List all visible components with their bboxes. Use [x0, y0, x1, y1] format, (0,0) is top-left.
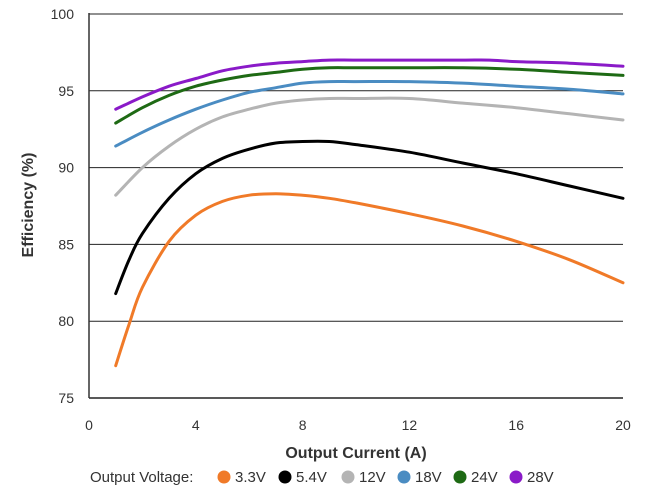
legend-marker	[509, 470, 523, 484]
y-tick-label: 80	[58, 313, 74, 329]
series-line-12v	[114, 96, 625, 197]
legend-label: 18V	[415, 469, 442, 486]
x-tick-labels: 0 4 8 12 16 20	[85, 417, 631, 433]
legend-label: 3.3V	[235, 469, 266, 486]
x-axis-title: Output Current (A)	[285, 445, 426, 462]
x-tick-label: 4	[192, 417, 200, 433]
legend-marker	[453, 470, 467, 484]
x-tick-label: 12	[402, 417, 418, 433]
series-line-3-3v	[114, 192, 625, 368]
series-lines	[114, 58, 625, 368]
y-axis-title: Efficiency (%)	[20, 153, 37, 258]
y-tick-label: 95	[58, 83, 74, 99]
legend-label: 5.4V	[296, 469, 327, 486]
series-line-5-4v	[114, 139, 625, 296]
x-tick-label: 16	[508, 417, 524, 433]
legend-marker	[341, 470, 355, 484]
y-tick-label: 100	[51, 6, 75, 22]
series-line-24v	[114, 66, 625, 125]
y-tick-label: 75	[58, 390, 74, 406]
x-tick-label: 20	[615, 417, 631, 433]
x-tick-label: 0	[85, 417, 93, 433]
legend-label: 24V	[471, 469, 498, 486]
legend-marker	[217, 470, 231, 484]
y-tick-label: 90	[58, 160, 74, 176]
x-tick-label: 8	[299, 417, 307, 433]
series-line-18v	[114, 79, 625, 148]
series-line-28v	[114, 58, 625, 111]
y-tick-label: 85	[58, 236, 74, 252]
legend-title: Output Voltage:	[90, 469, 193, 486]
legend: Output Voltage: 3.3V 5.4V 12V 18V 24V 28V	[90, 469, 554, 486]
legend-label: 28V	[527, 469, 554, 486]
legend-marker	[397, 470, 411, 484]
legend-label: 12V	[359, 469, 386, 486]
legend-marker	[278, 470, 292, 484]
y-tick-labels: 75 80 85 90 95 100	[51, 6, 75, 406]
